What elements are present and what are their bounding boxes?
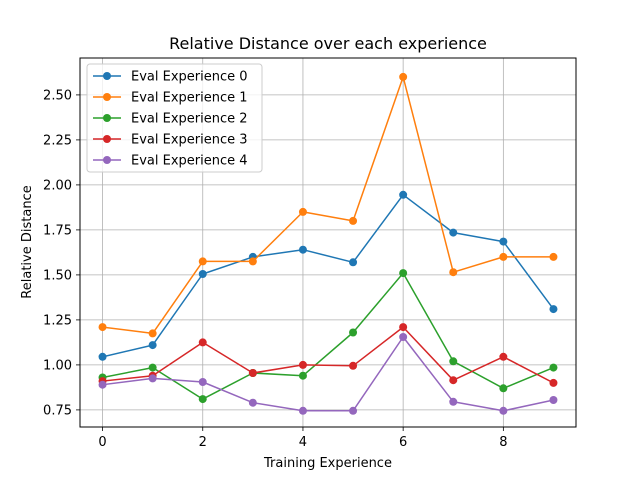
y-tick-label: 0.75 [43, 403, 72, 418]
legend-label: Eval Experience 0 [131, 70, 248, 85]
legend-marker-swatch [103, 156, 111, 164]
data-point [349, 216, 358, 225]
axis-ticks: 0 2 4 6 8 0.75 1.00 1.25 1.50 1.75 2.00 2.25 2.50 [43, 88, 507, 450]
data-point [349, 258, 358, 267]
x-tick-label: 8 [499, 435, 507, 450]
data-point [248, 257, 257, 266]
y-tick-label: 1.00 [43, 358, 72, 373]
data-point [298, 245, 307, 254]
plot-area-frame [79, 57, 577, 428]
legend-marker-swatch [103, 114, 111, 122]
legend-entry: Eval Experience 0 [93, 70, 248, 85]
data-point [198, 257, 207, 266]
y-tick-label: 1.75 [43, 223, 72, 238]
series-eval-experience-4 [98, 333, 558, 415]
data-point [349, 361, 358, 370]
data-point [198, 338, 207, 347]
data-point [98, 323, 107, 332]
series-layer [98, 72, 558, 415]
y-tick-label: 2.00 [43, 178, 72, 193]
y-tick-label: 1.50 [43, 268, 72, 283]
x-tick-label: 6 [399, 435, 407, 450]
series-eval-experience-1 [98, 72, 558, 338]
y-axis-label: Relative Distance [20, 185, 35, 298]
data-point [248, 398, 257, 407]
y-tick-label: 2.50 [43, 88, 72, 103]
series-line [101, 336, 555, 412]
legend-entry: Eval Experience 4 [93, 154, 248, 169]
data-point [148, 363, 157, 372]
legend-marker-swatch [103, 93, 111, 101]
data-point [98, 352, 107, 361]
data-point [499, 406, 508, 415]
legend-entry: Eval Experience 1 [93, 91, 248, 106]
data-point [399, 323, 408, 332]
x-tick-label: 0 [98, 435, 106, 450]
data-point [399, 190, 408, 199]
data-point [298, 360, 307, 369]
data-point [449, 397, 458, 406]
legend-label: Eval Experience 4 [131, 154, 248, 169]
legend-marker-swatch [103, 72, 111, 80]
data-point [549, 305, 558, 314]
legend-label: Eval Experience 1 [131, 91, 248, 106]
x-tick-label: 2 [199, 435, 207, 450]
data-point [148, 329, 157, 338]
data-point [399, 333, 408, 341]
data-point [499, 237, 508, 246]
data-point [499, 352, 508, 361]
data-point [298, 406, 307, 415]
data-point [198, 395, 207, 404]
data-point [298, 207, 307, 216]
data-point [449, 376, 458, 385]
chart-title: Relative Distance over each experience [169, 34, 487, 53]
data-point [499, 384, 508, 393]
data-point [198, 270, 207, 278]
legend-entry: Eval Experience 3 [93, 133, 248, 148]
legend-frame [86, 63, 263, 173]
x-axis-label: Training Experience [263, 456, 392, 471]
data-point [98, 380, 107, 389]
data-point [399, 72, 408, 81]
y-tick-label: 1.25 [43, 313, 72, 328]
legend: Eval Experience 0 Eval Experience 1 Eval E… [86, 63, 263, 173]
series-line [101, 326, 555, 384]
data-point [449, 268, 458, 277]
legend-marker-swatch [103, 135, 111, 143]
data-point [549, 363, 558, 372]
legend-entry: Eval Experience 2 [93, 112, 248, 127]
data-point [549, 252, 558, 261]
data-point [449, 228, 458, 237]
data-point [499, 252, 508, 261]
x-tick-label: 4 [299, 435, 307, 450]
data-point [148, 374, 157, 383]
data-point [248, 369, 257, 377]
data-point [148, 341, 157, 350]
data-point [449, 357, 458, 366]
data-point [549, 396, 558, 404]
series-line [101, 76, 555, 335]
y-tick-label: 2.25 [43, 133, 72, 148]
data-point [349, 406, 358, 415]
series-line [101, 272, 555, 400]
data-point [399, 269, 408, 278]
data-point [298, 371, 307, 380]
data-point [549, 378, 558, 387]
legend-label: Eval Experience 3 [131, 133, 248, 148]
legend-label: Eval Experience 2 [131, 112, 248, 127]
series-line [101, 194, 555, 358]
data-point [349, 328, 358, 337]
data-point [198, 378, 207, 386]
